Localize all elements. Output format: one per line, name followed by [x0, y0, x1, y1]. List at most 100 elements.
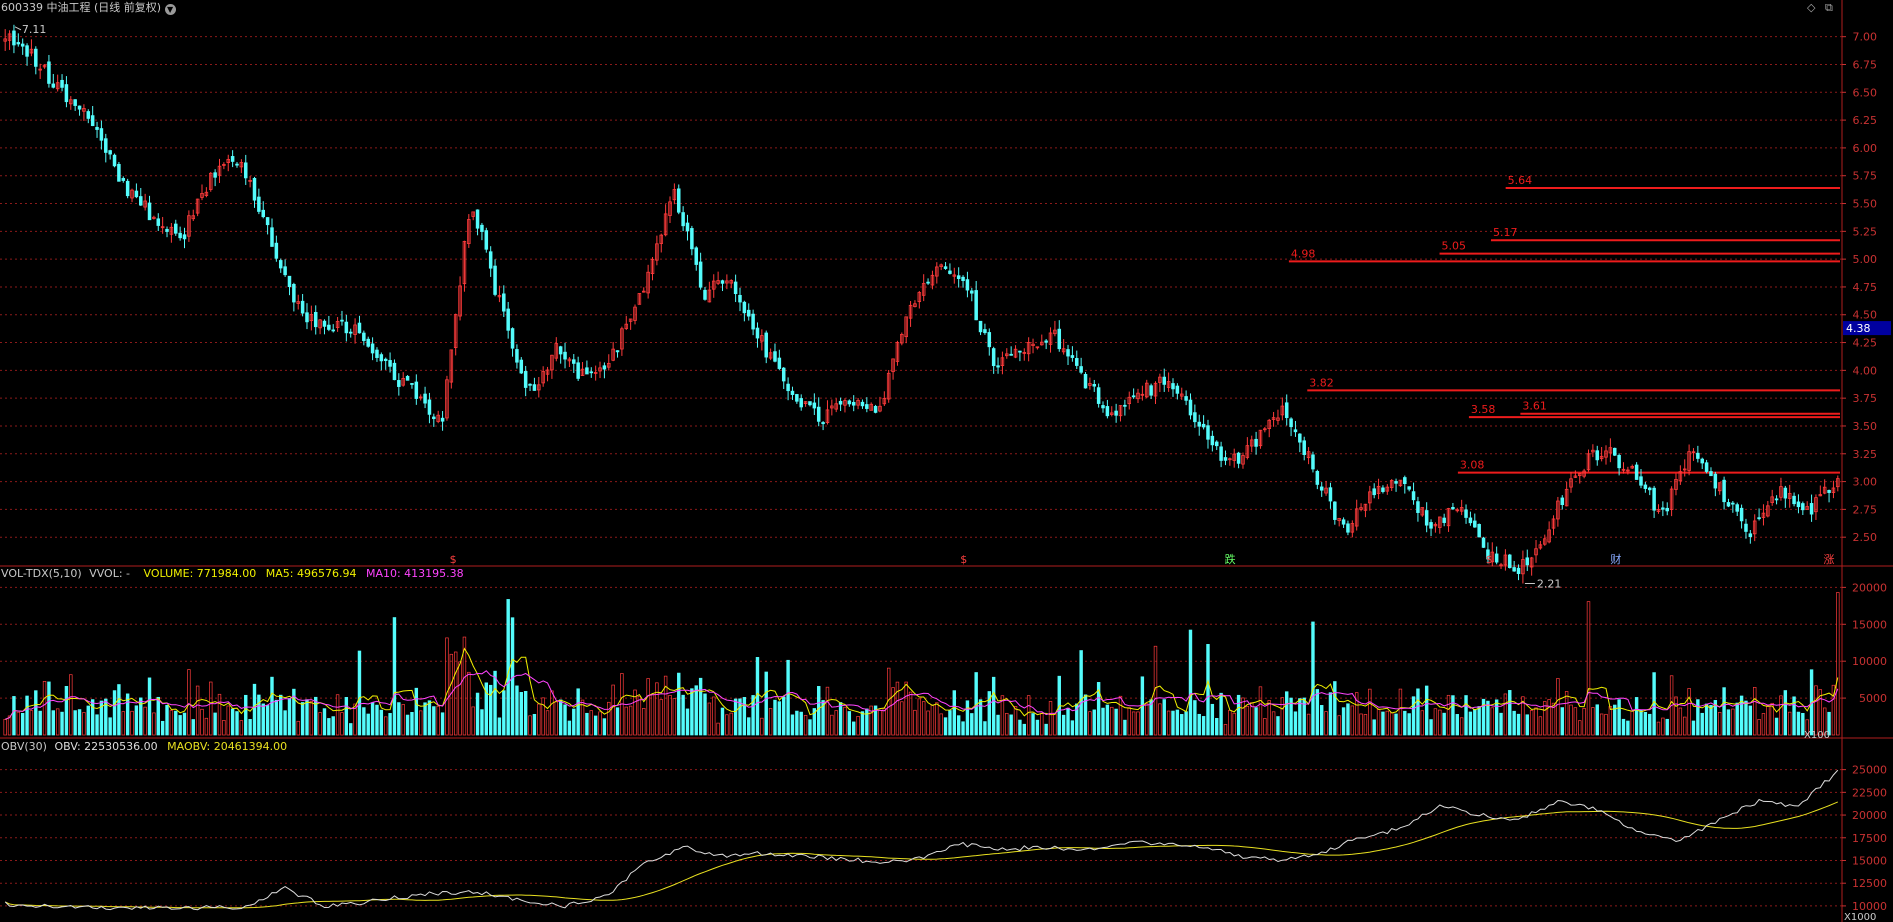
volume-bar [576, 688, 580, 736]
volume-bar [160, 720, 165, 736]
candle-body [1494, 553, 1499, 563]
candle-body [1005, 353, 1009, 357]
volume-bar [952, 690, 957, 736]
candle-body [707, 289, 712, 303]
candle-body [1621, 468, 1626, 471]
obv-indicator-title[interactable]: OBV(30) [1, 740, 47, 753]
candle-body [838, 400, 843, 405]
volume-bar [786, 659, 790, 736]
volume-bar [1210, 703, 1215, 736]
volume-bar [956, 715, 961, 736]
volume-bar [77, 709, 82, 736]
volume-bar [1455, 714, 1459, 736]
candle-body [1604, 450, 1608, 458]
price-tick-label: 6.00 [1853, 142, 1878, 155]
candle-body [659, 234, 664, 244]
price-tick-label: 2.75 [1853, 503, 1878, 516]
candle-body [1284, 402, 1289, 419]
stock-title[interactable]: 600339 中油工程 (日线 前复权) ▼ [1, 1, 176, 15]
volume-bar [349, 723, 353, 736]
volume-bar [978, 699, 983, 736]
candle-body [200, 192, 204, 198]
volume-bar [134, 705, 139, 736]
event-marker: $ [1486, 553, 1493, 566]
volume-bar [1215, 717, 1219, 736]
volume-bar [182, 712, 187, 736]
price-tick-label: 4.75 [1853, 281, 1878, 294]
volume-bar [274, 699, 279, 736]
event-marker: 财 [1610, 552, 1621, 566]
candle-body [410, 383, 414, 385]
volume-bar [427, 700, 432, 736]
candle-body [812, 402, 817, 409]
candle-body [1735, 504, 1739, 512]
volume-bar [1324, 711, 1328, 736]
volume-bar [1438, 709, 1442, 736]
volume-bar [1328, 692, 1333, 736]
candle-body [1787, 493, 1792, 499]
candle-body [34, 48, 38, 67]
candle-body [1722, 479, 1726, 503]
volume-bar [34, 690, 38, 736]
price-tick-label: 3.75 [1853, 392, 1878, 405]
restore-window-icon[interactable]: ⧉ [1825, 1, 1833, 14]
volume-bar [99, 700, 104, 736]
volume-bar [843, 706, 847, 736]
volume-bar [475, 692, 480, 736]
maobv-value: MAOBV: 20461394.00 [167, 740, 288, 753]
diamond-icon[interactable]: ◇ [1807, 1, 1816, 14]
event-markers: $ $ 跌 $ 财 涨 [450, 552, 1835, 566]
obv-line [4, 769, 1839, 911]
volume-bar [257, 694, 261, 736]
volume-bar [1774, 717, 1779, 736]
candle-body [99, 128, 104, 141]
candle-body [1774, 498, 1779, 501]
volume-bar [1066, 707, 1070, 736]
volume-value: VOLUME: 771984.00 [143, 567, 257, 580]
candle-body [593, 372, 598, 374]
chevron-down-icon[interactable]: ▼ [164, 4, 176, 15]
volume-bar [1201, 716, 1206, 736]
volume-bar [1341, 707, 1346, 736]
volume-bar [1197, 713, 1201, 736]
candle-body [1131, 395, 1136, 398]
volume-bar [943, 717, 948, 736]
volume-bar [1499, 712, 1503, 736]
volume-indicator-title[interactable]: VOL-TDX(5,10) [1, 567, 82, 580]
candle-body [1232, 453, 1236, 461]
candle-body [1236, 452, 1241, 464]
candle-body [1258, 429, 1263, 447]
volume-bar [860, 711, 865, 736]
candle-body [1473, 520, 1477, 528]
candle-body [112, 154, 117, 167]
volume-bar [690, 688, 694, 736]
candle-body [668, 201, 672, 216]
candle-body [703, 289, 707, 300]
volume-bar [104, 698, 108, 736]
volume-bar [1193, 700, 1197, 736]
volume-bar [773, 699, 777, 736]
volume-bar [147, 677, 152, 736]
volume-bar [720, 707, 725, 736]
low-price-label: 2.21 [1537, 577, 1562, 590]
volume-bar [331, 716, 335, 736]
candle-body [716, 280, 720, 284]
candle-body [344, 321, 349, 334]
volume-bar [1783, 690, 1788, 736]
candle-body [1057, 328, 1062, 350]
candle-body [283, 266, 287, 276]
volume-bar [1061, 714, 1066, 736]
volume-bar [659, 699, 663, 736]
volume-bar [1477, 706, 1481, 736]
volume-bar [16, 711, 21, 736]
candle-body [961, 276, 965, 282]
candle-body [952, 274, 957, 277]
candle-body [1206, 425, 1210, 440]
candle-body [847, 400, 852, 405]
volume-bar [1070, 720, 1075, 736]
candle-body [29, 48, 34, 54]
volume-unit-label: X100 [1804, 730, 1830, 741]
candle-body [615, 350, 620, 353]
candle-body [1079, 366, 1083, 373]
